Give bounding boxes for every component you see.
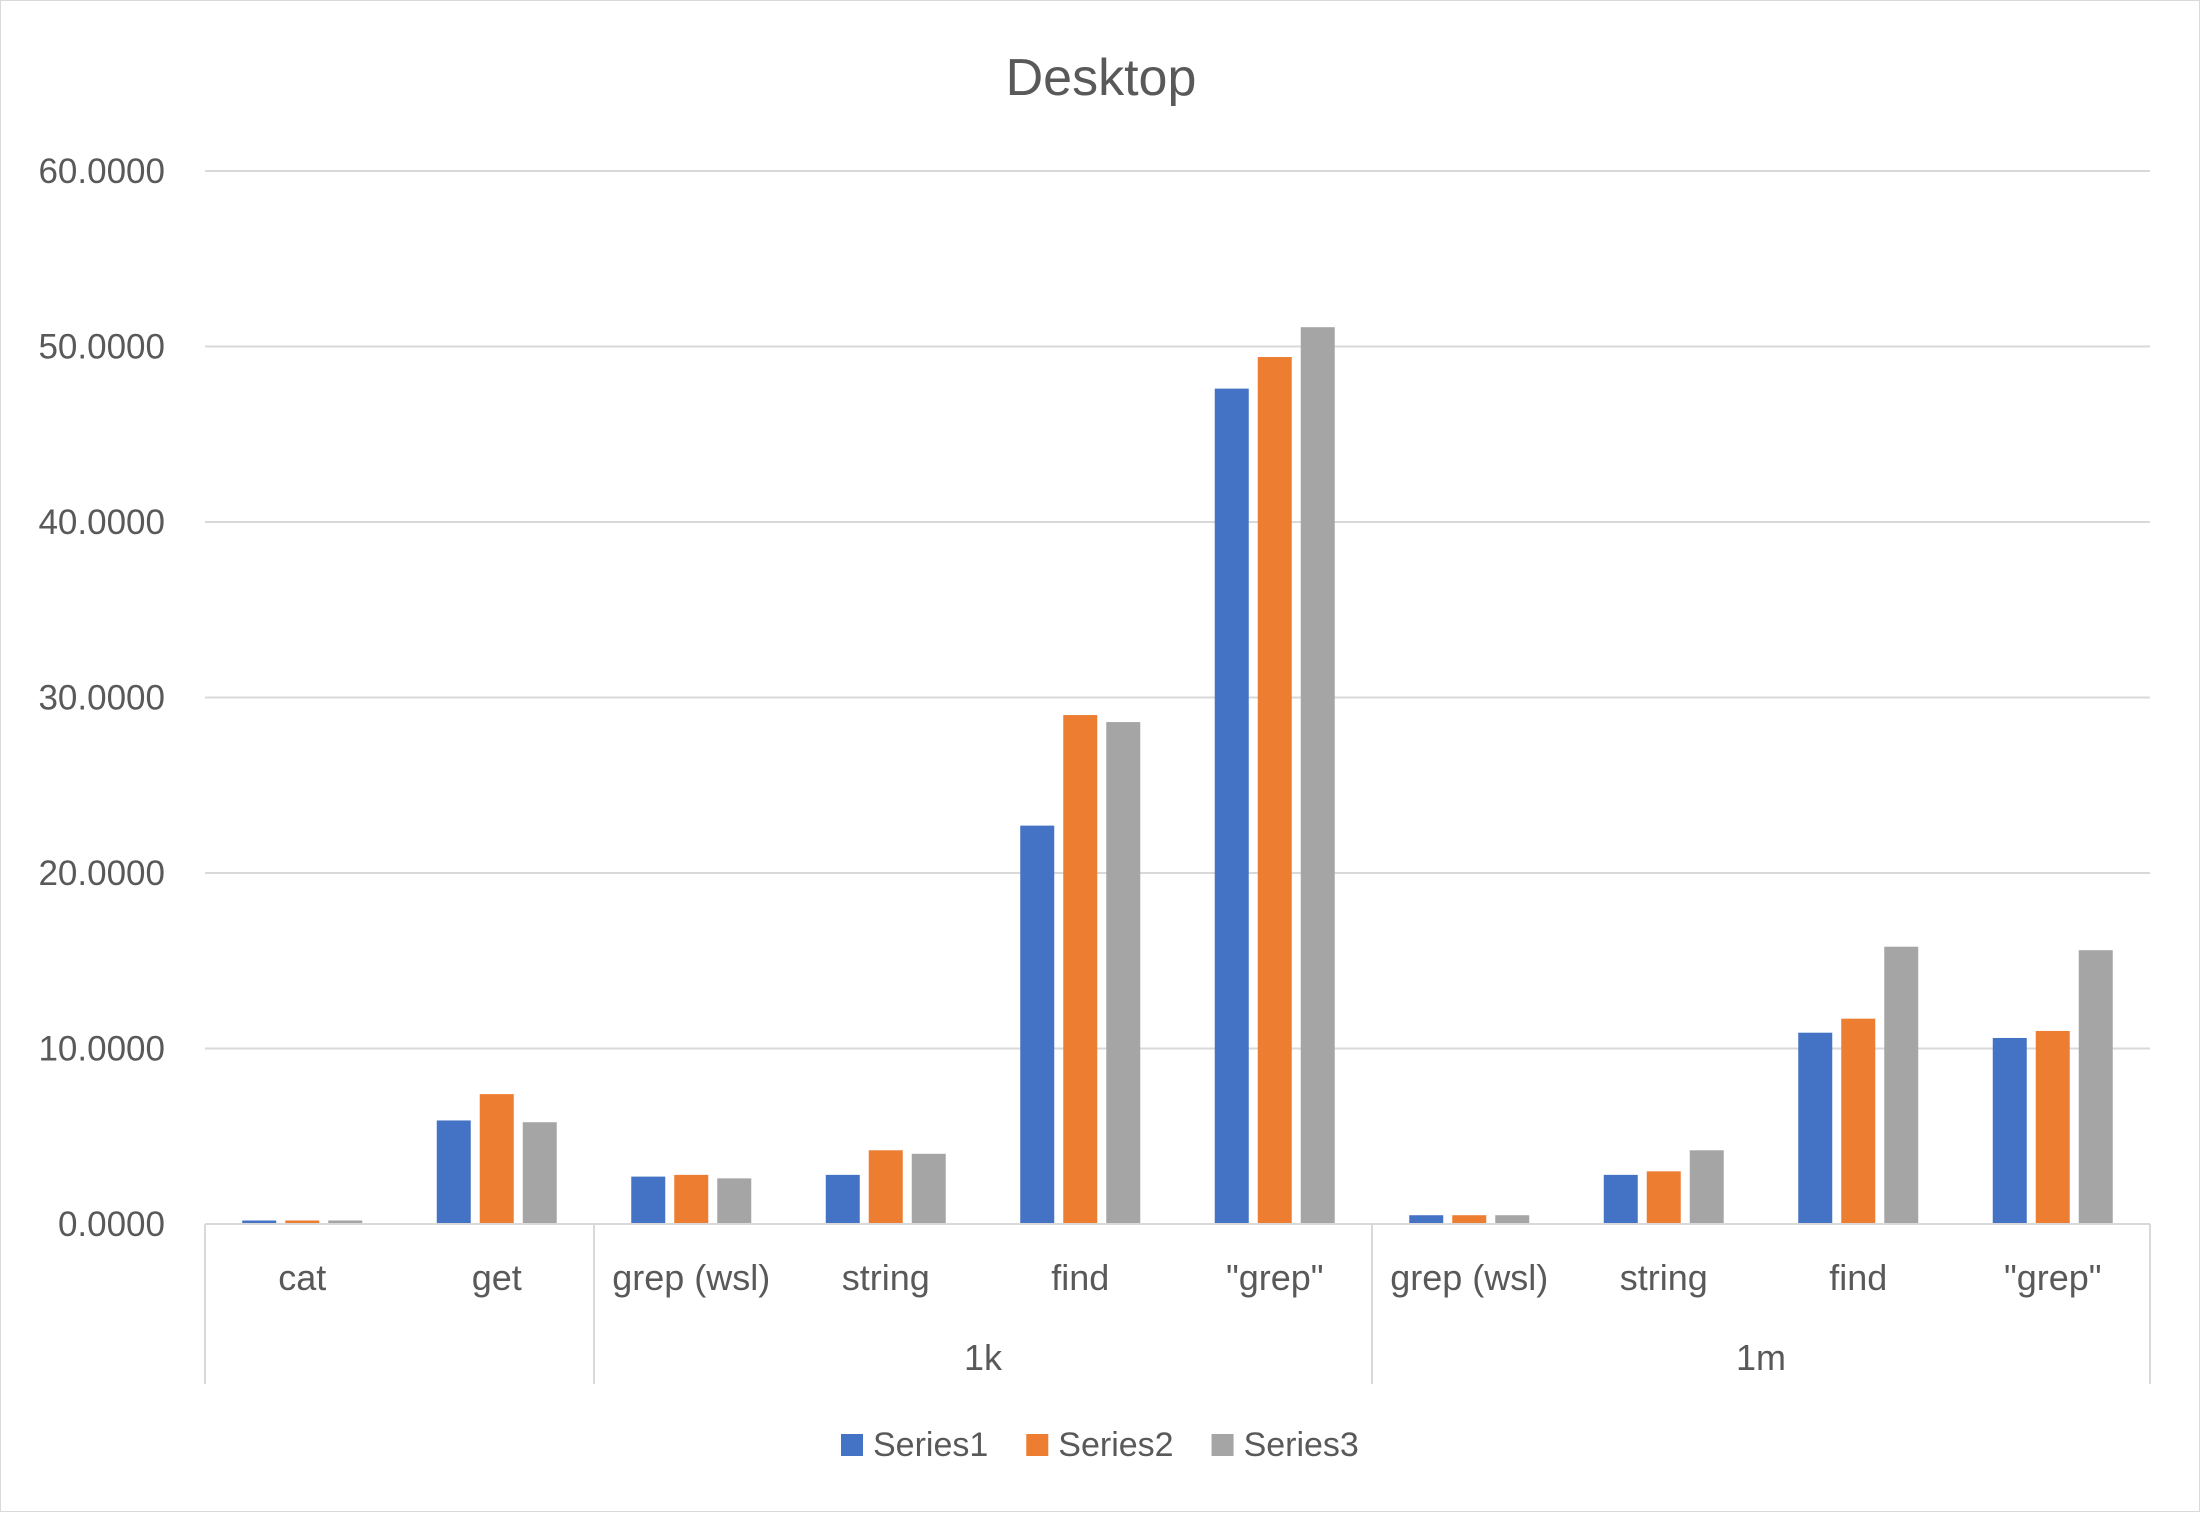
bar-series2 <box>285 1220 320 1224</box>
bar-series1 <box>1214 388 1249 1224</box>
y-tick-label: 10.0000 <box>38 1030 165 1069</box>
x-tick-label: string <box>1620 1257 1708 1298</box>
bar-series3 <box>328 1220 363 1224</box>
bar-series3 <box>1689 1150 1724 1224</box>
bar-series1 <box>1409 1215 1444 1224</box>
group-label: 1m <box>1736 1337 1786 1378</box>
bar-series2 <box>1646 1171 1681 1224</box>
bar-series2 <box>1063 715 1098 1224</box>
bar-series1 <box>242 1220 277 1224</box>
bar-series1 <box>1992 1037 2027 1224</box>
x-axis: cat get grep (wsl) string find "grep" grep (ws… <box>204 1223 2151 1384</box>
bars <box>242 327 2113 1224</box>
chart-title: Desktop <box>1006 49 1197 107</box>
bar-series1 <box>1020 825 1055 1224</box>
y-axis-ticks: 0.0000 10.0000 20.0000 30.0000 40.0000 50.000… <box>38 152 165 1244</box>
bar-series2 <box>1257 357 1292 1224</box>
y-tick-label: 20.0000 <box>38 854 165 893</box>
x-tick-label: "grep" <box>2004 1257 2102 1298</box>
legend-swatch <box>1026 1434 1049 1456</box>
x-tick-label: find <box>1051 1257 1109 1298</box>
bar-series3 <box>2078 950 2113 1224</box>
y-tick-label: 30.0000 <box>38 679 165 718</box>
bar-series3 <box>717 1178 752 1224</box>
bar-series2 <box>868 1150 903 1224</box>
bar-series2 <box>674 1174 709 1224</box>
legend-label: Series3 <box>1244 1426 1359 1464</box>
bar-series3 <box>911 1153 946 1224</box>
y-tick-label: 50.0000 <box>38 328 165 367</box>
bar-series3 <box>1495 1215 1530 1224</box>
x-tick-label: string <box>842 1257 930 1298</box>
bar-series2 <box>1841 1018 1876 1224</box>
bar-series3 <box>1884 946 1919 1224</box>
legend-swatch <box>1211 1434 1234 1456</box>
bar-series2 <box>2035 1030 2070 1224</box>
bar-series3 <box>1106 722 1141 1224</box>
bar-series1 <box>825 1174 860 1224</box>
bar-series2 <box>479 1094 514 1224</box>
y-tick-label: 40.0000 <box>38 503 165 542</box>
bar-series3 <box>1300 327 1335 1224</box>
legend-label: Series1 <box>873 1426 988 1464</box>
bar-series1 <box>1798 1032 1833 1224</box>
legend-swatch <box>841 1434 863 1456</box>
bar-series3 <box>522 1122 557 1224</box>
y-tick-label: 60.0000 <box>38 152 165 191</box>
legend-label: Series2 <box>1058 1426 1173 1464</box>
y-tick-label: 0.0000 <box>58 1205 165 1244</box>
legend: Series1 Series2 Series3 <box>841 1426 1359 1464</box>
bar-series1 <box>436 1120 471 1224</box>
bar-series1 <box>631 1176 666 1224</box>
bar-series2 <box>1452 1215 1487 1224</box>
group-label: 1k <box>964 1337 1003 1378</box>
bar-series1 <box>1603 1174 1638 1224</box>
x-tick-label: grep (wsl) <box>612 1257 770 1298</box>
x-tick-label: grep (wsl) <box>1390 1257 1548 1298</box>
x-tick-label: get <box>472 1257 522 1298</box>
x-tick-label: cat <box>278 1257 326 1298</box>
x-tick-label: "grep" <box>1226 1257 1324 1298</box>
x-tick-label: find <box>1829 1257 1887 1298</box>
